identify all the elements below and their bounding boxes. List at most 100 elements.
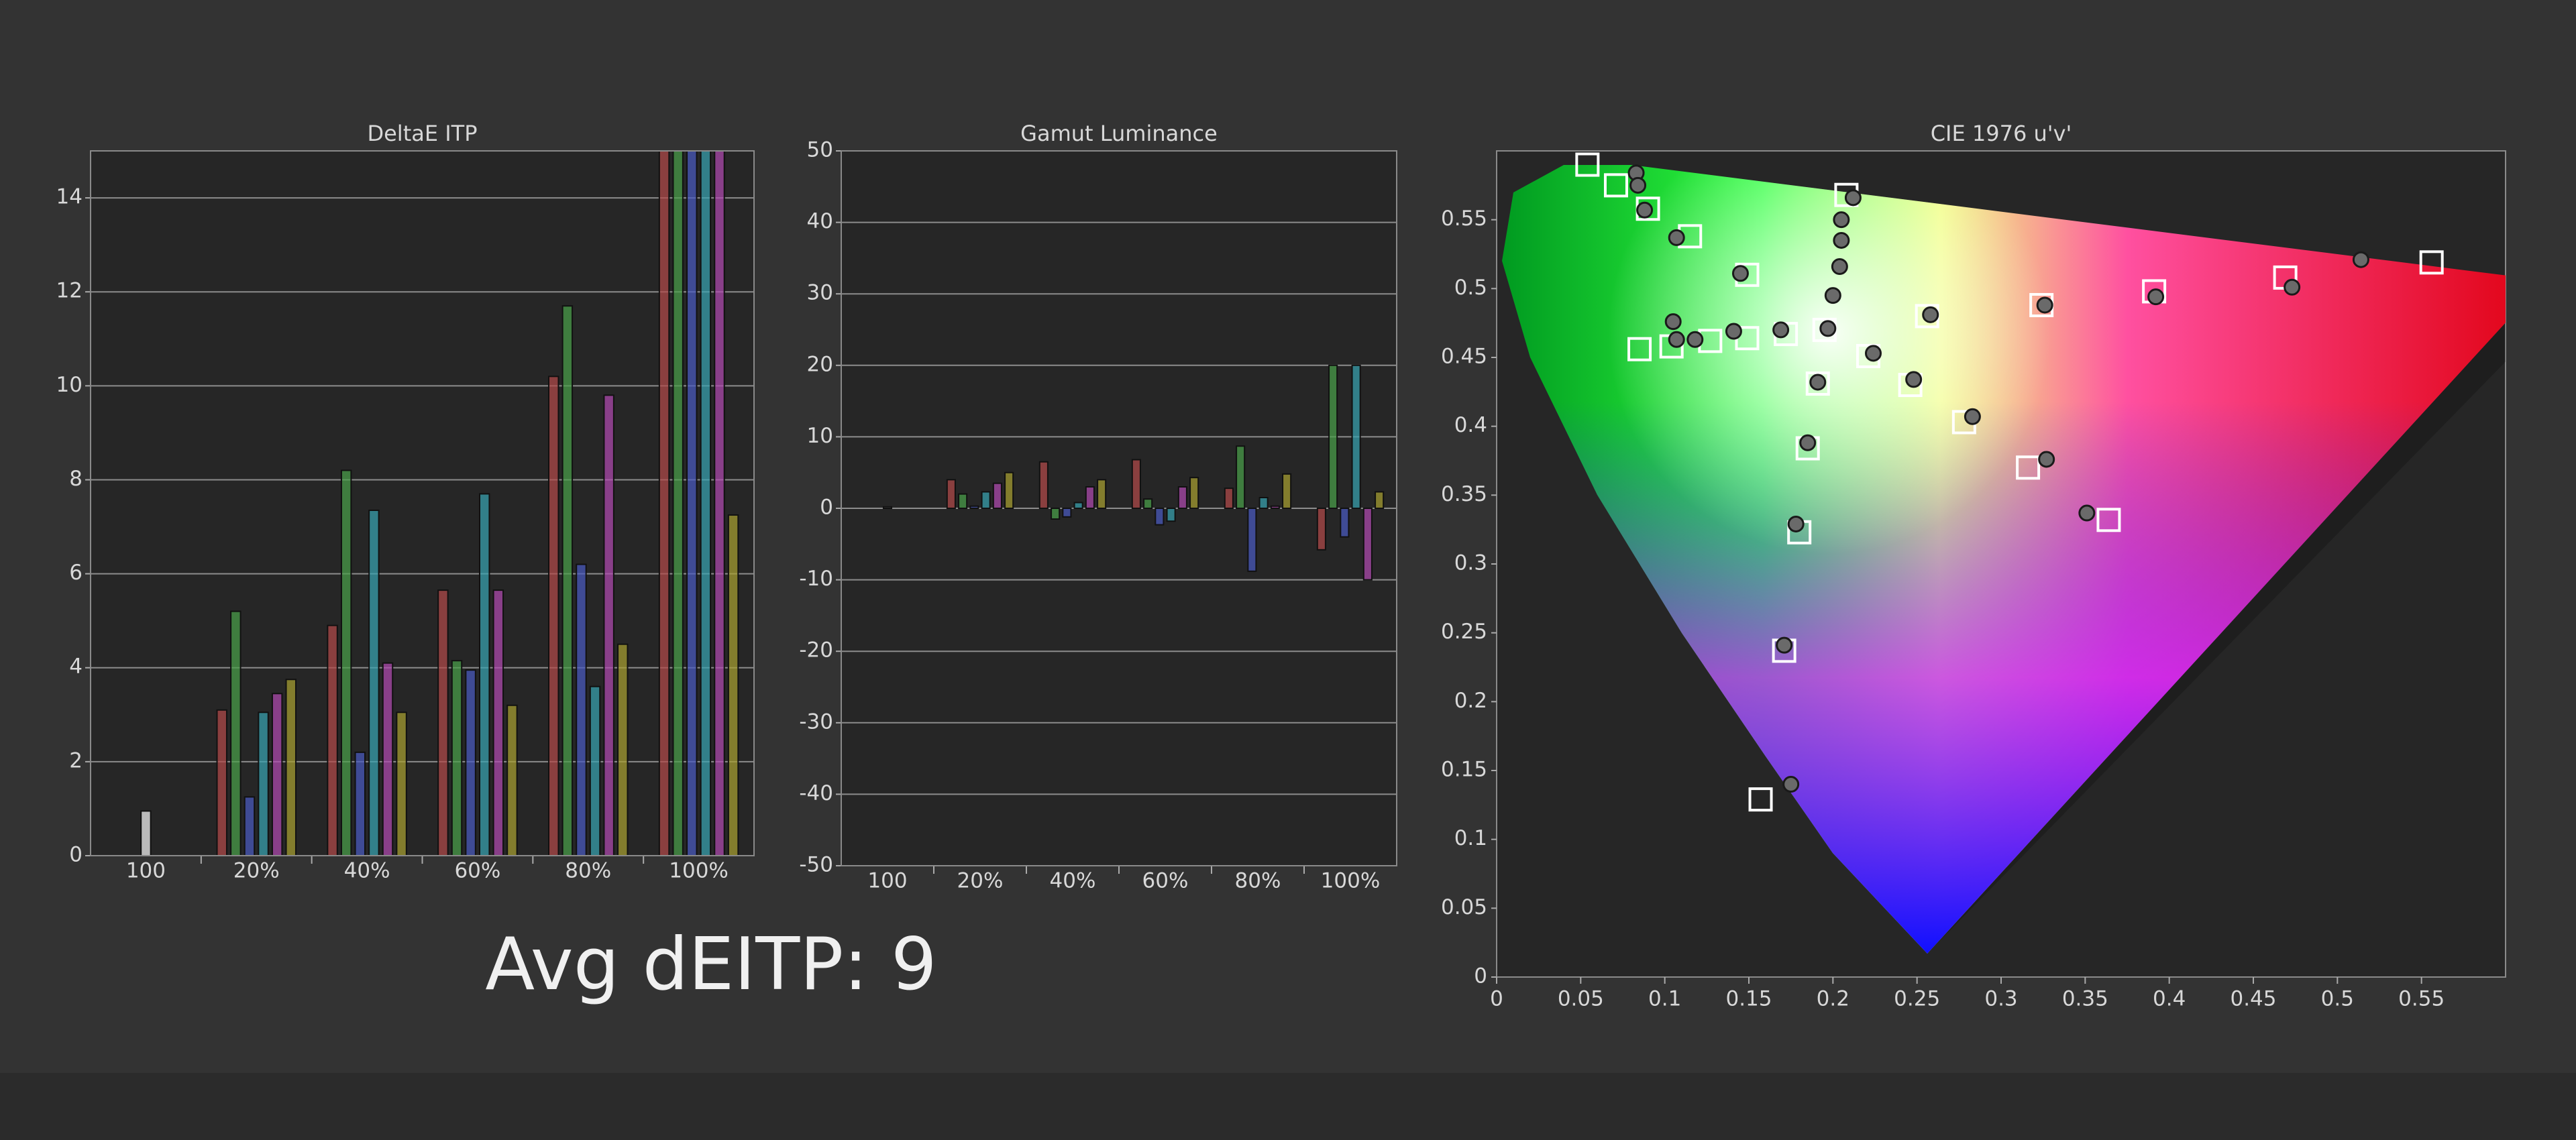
bar (244, 796, 256, 856)
measured-marker (1831, 258, 1848, 275)
x-tick-label: 0.1 (1648, 987, 1681, 1011)
measured-marker (1833, 231, 1850, 249)
measured-marker (1629, 176, 1647, 194)
x-tick-label: 100 (867, 869, 907, 893)
bar (1062, 508, 1072, 518)
measured-marker (1731, 265, 1749, 282)
y-tick-label: 0.25 (1441, 620, 1487, 644)
x-tick-label: 0.05 (1558, 987, 1604, 1011)
y-tick-label: 20 (807, 352, 833, 376)
y-tick-label: 4 (69, 654, 83, 679)
bar (1177, 486, 1187, 510)
y-tick-label: 2 (69, 748, 83, 773)
bar (1085, 486, 1095, 510)
bar (686, 151, 698, 856)
y-tick-label: 0.05 (1441, 895, 1487, 919)
target-marker (1805, 372, 1830, 396)
measured-marker (1819, 320, 1837, 337)
bar (368, 510, 380, 856)
bar (1155, 508, 1165, 526)
y-tick-label: 0.2 (1454, 689, 1487, 713)
y-tick-label: 0.3 (1454, 551, 1487, 575)
target-marker (2096, 508, 2121, 532)
x-tick-label: 0.5 (2321, 987, 2354, 1011)
measured-marker (2038, 451, 2055, 468)
bar (1097, 479, 1107, 509)
out-of-gamut-shade (1927, 323, 2506, 954)
y-tick-label: -50 (799, 853, 833, 877)
bar (1351, 364, 1361, 509)
bar (340, 469, 352, 856)
bar (465, 669, 476, 856)
white-point-glow (1502, 165, 2506, 954)
measured-marker (1799, 434, 1817, 451)
bar (1375, 491, 1385, 509)
x-tick-label: 80% (565, 859, 611, 883)
bar (992, 482, 1002, 510)
bar (1258, 497, 1269, 510)
y-tick-label: -10 (799, 567, 833, 591)
chart-title: Gamut Luminance (1020, 121, 1218, 146)
measured-marker (2078, 504, 2096, 522)
measured-marker (1787, 515, 1805, 532)
bar (354, 751, 366, 856)
y-tick-label: 0 (1474, 964, 1487, 988)
bar (1316, 508, 1326, 551)
bar (1189, 477, 1199, 509)
bar (451, 660, 463, 856)
x-tick-label: 100% (669, 859, 729, 883)
x-tick-label: 40% (344, 859, 390, 883)
bar (1143, 498, 1153, 510)
bar (382, 662, 394, 856)
bar (727, 514, 739, 856)
plot-frame (841, 150, 1397, 866)
measured-marker (1664, 313, 1682, 331)
measured-marker (1668, 331, 1685, 348)
bar (271, 693, 283, 856)
bar (1051, 508, 1061, 520)
y-tick-label: 0 (820, 496, 833, 520)
bar (617, 643, 629, 856)
y-tick-label: -20 (799, 638, 833, 663)
summary-label: Avg dEITP: 9 (485, 923, 937, 1007)
x-tick-label: 0.45 (2230, 987, 2276, 1011)
bar (1328, 364, 1338, 509)
bar (561, 305, 574, 856)
y-tick-label: 0 (69, 843, 83, 867)
y-tick-label: -40 (799, 781, 833, 805)
bars (882, 364, 1385, 581)
bar (981, 491, 991, 509)
bar (1270, 505, 1280, 510)
y-tick-label: 10 (807, 424, 833, 448)
y-tick-label: -30 (799, 709, 833, 734)
y-tick-label: 0.1 (1454, 826, 1487, 850)
chart-title: CIE 1976 u'v' (1931, 121, 2072, 146)
bar (589, 685, 601, 856)
bar (327, 624, 338, 856)
y-tick-label: 0.15 (1441, 758, 1487, 782)
chart-title: DeltaE ITP (367, 121, 477, 146)
measured-marker (1844, 189, 1862, 207)
measured-marker (1824, 287, 1841, 304)
y-tick-label: 12 (56, 279, 83, 303)
bar (396, 711, 407, 856)
x-tick-label: 100 (126, 859, 166, 883)
measured-marker (1964, 408, 1981, 425)
bar (1236, 445, 1246, 509)
y-tick-label: 8 (69, 467, 83, 491)
x-tick-label: 40% (1050, 869, 1096, 893)
bar (672, 151, 684, 856)
bar (1247, 508, 1257, 572)
measured-marker (1833, 211, 1850, 229)
y-tick-label: 6 (69, 561, 83, 585)
measured-marker (1922, 306, 1939, 323)
bar (1073, 502, 1083, 509)
bar (576, 563, 587, 856)
y-tick-label: 0.45 (1441, 345, 1487, 369)
bar (714, 151, 725, 856)
measured-marker (2036, 296, 2053, 314)
bar (1038, 461, 1049, 510)
y-tick-label: 0.55 (1441, 207, 1487, 231)
bar (1004, 471, 1014, 510)
